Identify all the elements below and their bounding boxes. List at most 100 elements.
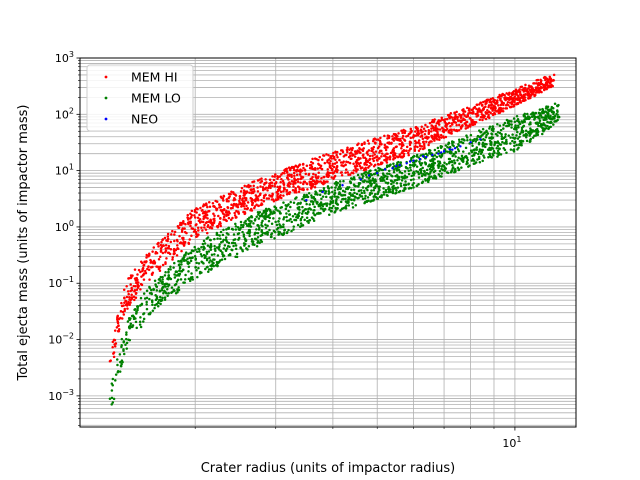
data-point xyxy=(190,272,193,275)
data-point xyxy=(430,134,434,138)
data-point xyxy=(282,217,285,221)
data-point xyxy=(317,171,320,174)
data-point xyxy=(508,101,512,104)
data-point xyxy=(382,193,386,196)
data-point xyxy=(256,241,259,244)
data-point xyxy=(475,107,478,111)
data-point xyxy=(464,124,468,127)
data-point xyxy=(380,194,384,197)
data-point xyxy=(446,146,449,149)
data-point xyxy=(386,172,389,175)
data-point xyxy=(541,129,545,132)
data-point xyxy=(385,164,389,167)
data-point xyxy=(433,169,437,173)
data-point xyxy=(234,194,238,197)
data-point xyxy=(386,175,389,179)
data-point xyxy=(330,206,334,210)
data-point xyxy=(516,117,520,121)
data-point xyxy=(438,175,442,178)
data-point xyxy=(261,225,264,228)
data-point xyxy=(499,128,503,132)
data-point xyxy=(353,191,356,195)
data-point xyxy=(477,157,481,160)
data-point xyxy=(387,169,391,173)
data-point xyxy=(254,197,257,201)
data-point xyxy=(237,203,240,206)
data-point xyxy=(270,184,274,187)
data-point xyxy=(455,123,458,127)
data-point xyxy=(423,146,426,150)
data-point xyxy=(373,163,377,167)
data-point xyxy=(394,133,397,137)
data-point xyxy=(167,244,171,248)
data-point xyxy=(289,205,292,209)
data-point xyxy=(401,136,404,140)
data-point xyxy=(451,123,454,126)
data-point xyxy=(315,191,318,194)
data-point xyxy=(444,144,448,147)
data-point xyxy=(407,169,410,173)
data-point xyxy=(440,165,444,168)
data-point xyxy=(206,205,209,209)
data-point xyxy=(239,190,243,193)
data-point xyxy=(255,203,258,206)
legend-entry: NEO xyxy=(131,112,158,127)
data-point xyxy=(197,266,200,270)
data-point xyxy=(489,106,493,110)
data-point xyxy=(194,230,198,234)
data-point xyxy=(303,169,307,172)
data-point xyxy=(328,164,332,168)
data-point xyxy=(202,215,206,218)
data-point xyxy=(345,153,348,157)
data-point xyxy=(269,194,273,198)
data-point xyxy=(458,162,461,165)
data-point xyxy=(444,121,447,125)
data-point xyxy=(388,158,392,161)
data-point xyxy=(392,170,396,174)
data-point xyxy=(320,177,323,180)
data-point xyxy=(520,126,524,130)
data-point xyxy=(278,185,282,188)
data-point xyxy=(340,174,344,177)
data-point xyxy=(283,188,286,191)
data-point xyxy=(397,132,400,135)
data-point xyxy=(155,251,159,255)
data-point xyxy=(249,209,252,212)
data-point xyxy=(111,377,115,381)
data-point xyxy=(405,162,408,165)
data-point xyxy=(471,108,474,111)
data-point xyxy=(531,88,534,92)
data-point xyxy=(346,146,349,149)
data-point xyxy=(335,182,339,185)
data-point xyxy=(425,140,428,143)
data-point xyxy=(152,246,156,249)
data-point xyxy=(292,171,296,175)
data-point xyxy=(465,162,468,166)
data-point xyxy=(321,190,324,194)
data-point xyxy=(238,228,241,232)
data-point xyxy=(250,238,254,241)
data-point xyxy=(140,275,143,278)
data-point xyxy=(485,133,488,137)
data-point xyxy=(268,178,272,181)
data-point xyxy=(459,145,462,148)
data-point xyxy=(179,221,182,225)
data-point xyxy=(452,118,456,121)
data-point xyxy=(268,208,272,212)
data-point xyxy=(290,220,294,224)
data-point xyxy=(117,328,121,331)
data-point xyxy=(383,154,387,157)
data-point xyxy=(273,175,276,178)
data-point xyxy=(528,134,531,137)
data-point xyxy=(203,226,206,229)
data-point xyxy=(404,149,408,153)
data-point xyxy=(489,148,492,151)
data-point xyxy=(484,135,488,139)
data-point xyxy=(510,126,513,129)
data-point xyxy=(313,213,317,217)
data-point xyxy=(521,131,525,134)
data-point xyxy=(124,300,128,303)
data-point xyxy=(368,193,372,197)
data-point xyxy=(186,218,190,221)
data-point xyxy=(269,211,273,214)
